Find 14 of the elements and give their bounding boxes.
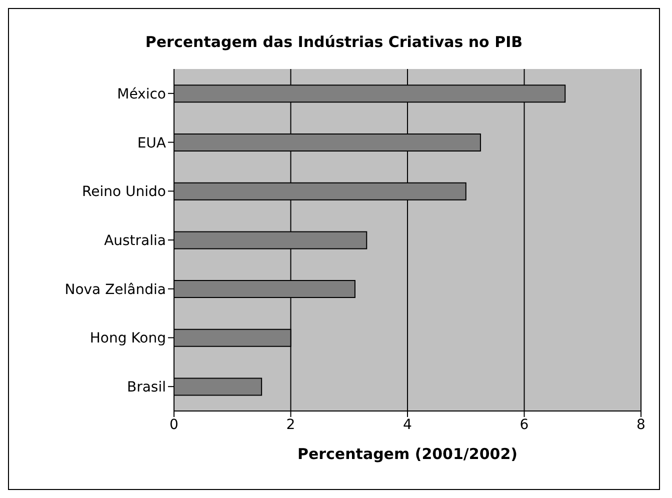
y-tick-label: Brasil xyxy=(126,380,166,396)
y-tick-label: Hong Kong xyxy=(90,330,166,347)
x-tick-label: 6 xyxy=(520,416,529,433)
y-tick-label: Australia xyxy=(104,232,166,249)
y-tick-label: EUA xyxy=(137,135,166,152)
x-tick-label: 8 xyxy=(636,416,646,433)
y-tick-label: Nova Zelândia xyxy=(64,282,166,298)
x-tick-label: 0 xyxy=(170,416,178,433)
x-tick-label: 4 xyxy=(403,416,412,433)
y-tick-label: México xyxy=(117,86,166,102)
x-tick-label: 2 xyxy=(286,416,296,433)
x-axis-title: Percentagem (2001/2002) xyxy=(297,445,518,463)
y-tick-label: Reino Unido xyxy=(82,184,166,200)
chart-title: Percentagem das Indústrias Criativas no PIB xyxy=(144,33,524,51)
